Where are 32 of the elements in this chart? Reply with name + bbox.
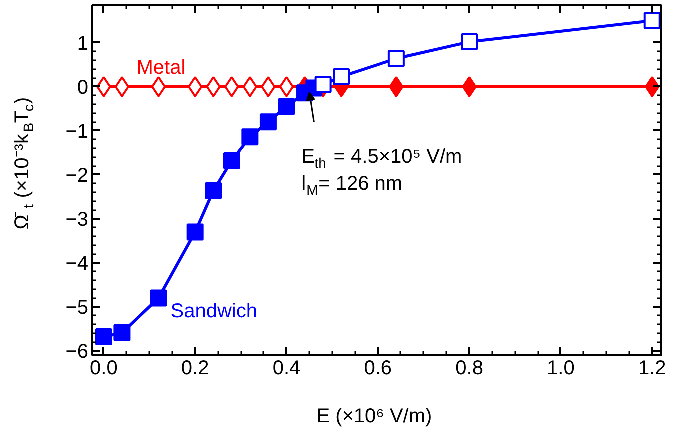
y-tick-label: −1 xyxy=(66,120,89,143)
point xyxy=(278,98,296,116)
point xyxy=(205,182,222,200)
y-tick-label: 0 xyxy=(77,76,88,99)
x-axis-title: E (×10⁶ V/m) xyxy=(316,406,432,428)
point xyxy=(186,224,204,241)
point xyxy=(151,76,166,98)
y-tick-label: −5 xyxy=(66,297,89,320)
y-tick-label: −4 xyxy=(66,253,89,276)
x-tick-label: 0.6 xyxy=(364,358,392,380)
y-tick-label: 1 xyxy=(77,32,88,55)
point xyxy=(242,76,258,98)
x-tick-label: 0.2 xyxy=(181,358,210,380)
x-tick-label: 0.4 xyxy=(272,358,301,380)
point xyxy=(223,152,240,170)
x-tick-label: 1.2 xyxy=(638,358,666,380)
y-tick-label: −2 xyxy=(66,164,89,187)
y-tick-label: −3 xyxy=(66,209,89,232)
y-axis-title: Ω̄t (×10⁻³kBTc) xyxy=(12,97,36,230)
series-label: Metal xyxy=(136,56,186,79)
point xyxy=(279,76,294,98)
x-tick-label: 0.8 xyxy=(456,358,484,380)
point xyxy=(114,324,131,342)
x-tick-label: 1.0 xyxy=(547,358,575,380)
point xyxy=(242,128,259,146)
point xyxy=(150,290,168,307)
series-label: Sandwich xyxy=(170,300,258,322)
point xyxy=(260,114,277,131)
point xyxy=(95,328,112,346)
y-tick-label: −6 xyxy=(66,341,89,364)
x-tick-label: 0.0 xyxy=(90,358,118,380)
point xyxy=(114,76,130,98)
